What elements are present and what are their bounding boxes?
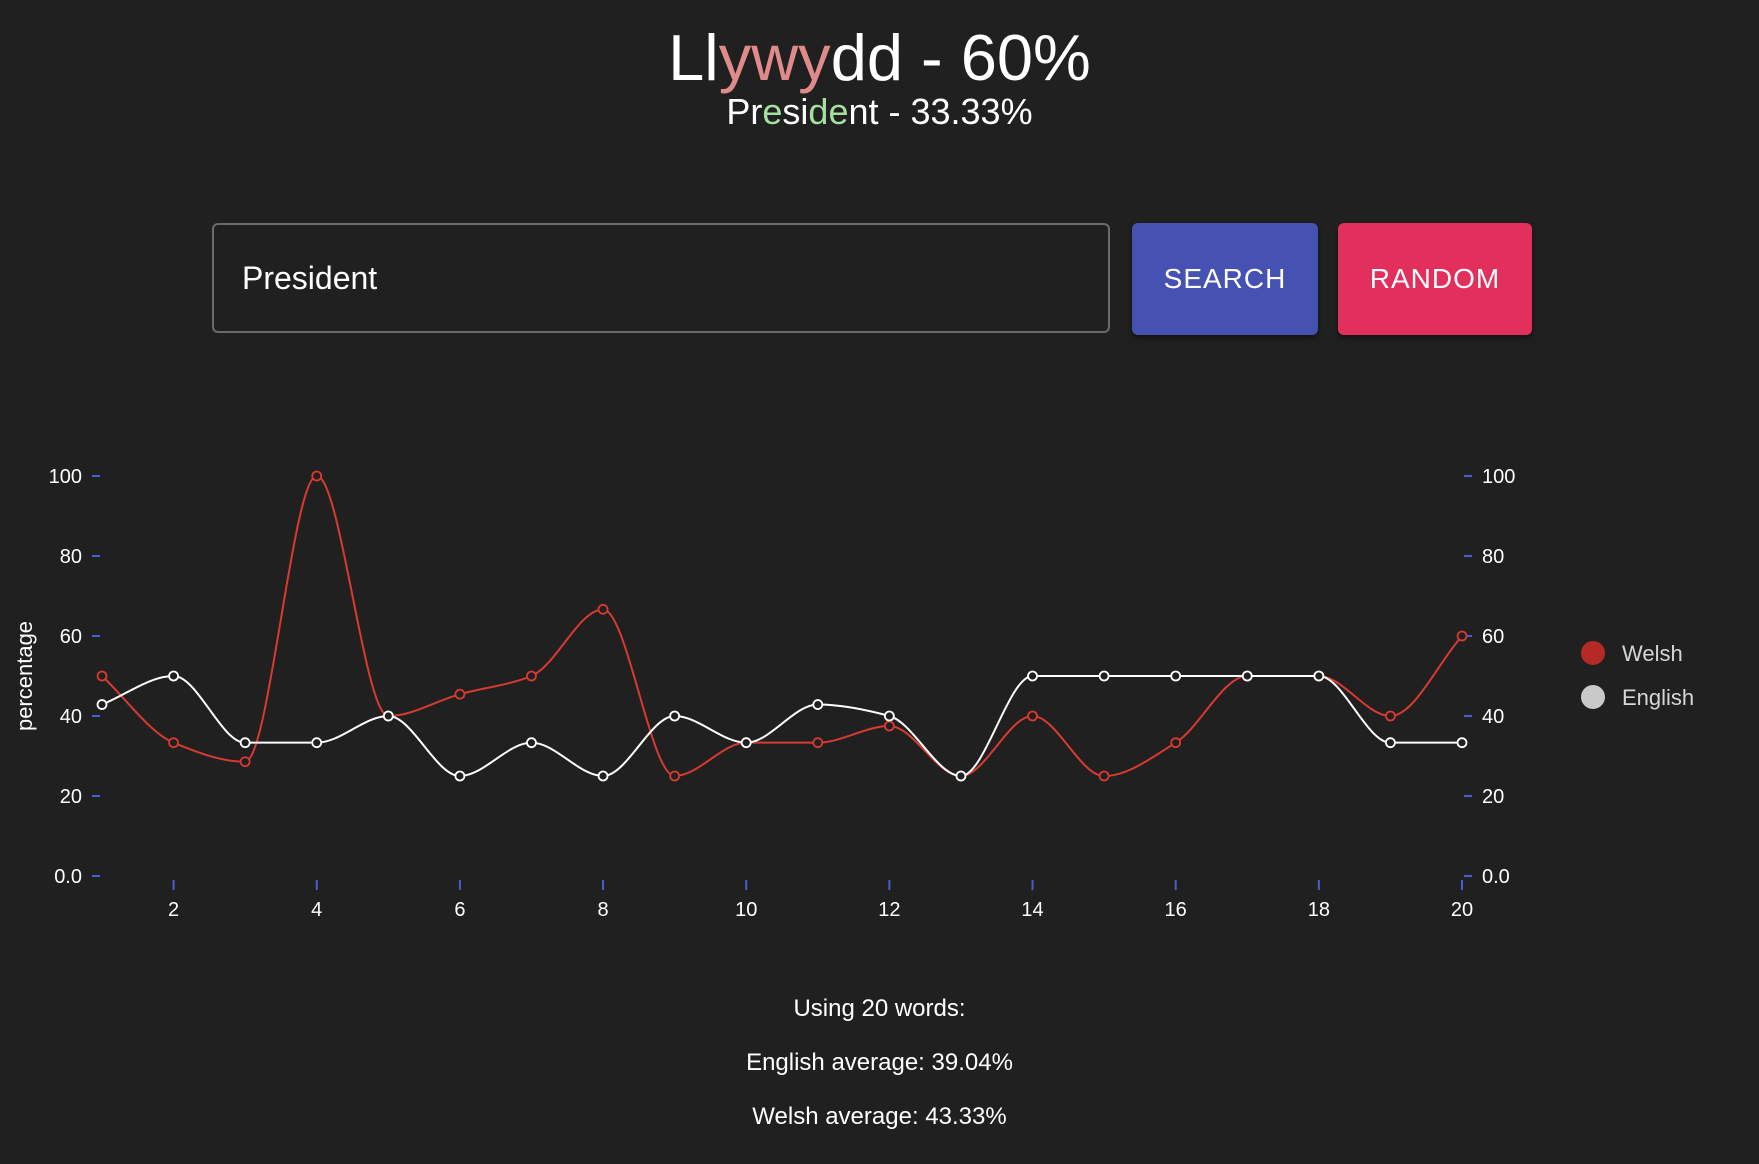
y-tick-label-left: 100 — [49, 466, 82, 488]
welsh-word-segment-highlighted: ywy — [718, 21, 831, 94]
english-average-text: English average: 39.04% — [746, 1049, 1013, 1076]
y-tick-label-right: 60 — [1482, 626, 1504, 648]
x-tick-label: 12 — [878, 899, 900, 921]
english-legend-marker — [1581, 685, 1605, 709]
x-tick-label: 16 — [1165, 899, 1187, 921]
english-data-point — [526, 737, 537, 749]
y-tick-label-right: 100 — [1482, 466, 1515, 488]
y-tick-label-right: 20 — [1482, 786, 1504, 808]
english-word-heading: President - 33.33% — [0, 90, 1759, 134]
english-data-point — [597, 770, 609, 782]
random-button[interactable]: RANDOM — [1338, 223, 1532, 335]
english-data-point — [1385, 737, 1396, 749]
welsh-data-point — [239, 756, 251, 768]
english-data-point — [311, 737, 323, 749]
english-data-point — [454, 770, 466, 782]
stats-summary: Using 20 words: English average: 39.04% … — [0, 995, 1759, 1157]
english-word-segment: si — [782, 91, 809, 132]
welsh-data-point — [883, 720, 895, 732]
english-data-point — [669, 710, 681, 722]
english-data-point — [382, 710, 394, 722]
welsh-word-segment: dd - 60% — [830, 21, 1091, 94]
y-tick-label-left: 80 — [60, 546, 82, 568]
english-data-point — [1098, 670, 1110, 682]
x-tick-label: 10 — [735, 899, 757, 921]
welsh-data-point — [311, 470, 323, 482]
welsh-data-point — [1098, 770, 1110, 782]
search-button[interactable]: SEARCH — [1132, 223, 1318, 335]
y-tick-label-right: 0.0 — [1482, 866, 1510, 888]
welsh-data-point — [597, 603, 609, 615]
english-series-line — [101, 674, 1462, 778]
x-tick-label: 20 — [1451, 899, 1473, 921]
english-data-point — [812, 699, 824, 710]
english-data-point — [1456, 737, 1468, 749]
y-tick-label-left: 60 — [60, 626, 82, 648]
welsh-average-text: Welsh average: 43.33% — [752, 1103, 1007, 1130]
english-data-point — [955, 770, 967, 782]
welsh-legend-marker — [1581, 641, 1605, 665]
english-data-point — [883, 710, 895, 722]
english-data-point — [168, 670, 179, 682]
welsh-data-point — [1456, 630, 1468, 642]
english-data-point — [1170, 670, 1182, 682]
english-data-point — [1241, 670, 1253, 682]
welsh-data-point — [96, 670, 108, 682]
welsh-data-point — [1385, 710, 1396, 722]
english-word-segment-highlighted: de — [808, 91, 849, 132]
x-tick-label: 6 — [454, 899, 465, 921]
x-tick-label: 4 — [311, 899, 322, 921]
welsh-data-point — [454, 688, 466, 700]
english-data-point — [239, 737, 251, 749]
x-tick-label: 18 — [1308, 899, 1330, 921]
x-tick-label: 8 — [597, 899, 608, 921]
english-word-segment-highlighted: e — [762, 91, 783, 132]
welsh-data-point — [669, 770, 681, 782]
line-chart: 0.0 0.0 20 20 40 40 60 60 80 80 100 100 2 4 6 8 10 12 14 16… — [12, 466, 1694, 921]
english-data-point — [1313, 670, 1325, 682]
x-tick-label: 14 — [1021, 899, 1043, 921]
welsh-data-point — [1170, 737, 1182, 749]
y-tick-label-right: 80 — [1482, 546, 1504, 568]
english-legend-label: English — [1622, 685, 1694, 710]
welsh-data-point — [168, 737, 179, 749]
english-word-segment: nt - 33.33% — [848, 91, 1033, 132]
welsh-data-point — [1027, 710, 1038, 722]
welsh-data-point — [812, 737, 824, 749]
welsh-series-line — [101, 474, 1463, 778]
english-data-point — [96, 699, 108, 710]
welsh-legend-label: Welsh — [1622, 641, 1683, 666]
y-axis-label: percentage — [12, 621, 37, 731]
word-count-text: Using 20 words: — [793, 995, 966, 1022]
y-tick-label-left: 20 — [60, 786, 82, 808]
y-tick-label-right: 40 — [1482, 706, 1504, 728]
english-data-point — [740, 737, 752, 749]
welsh-word-segment: Ll — [668, 21, 719, 94]
welsh-word-heading: Llywydd - 60% — [0, 18, 1759, 98]
y-tick-label-left: 40 — [60, 706, 82, 728]
english-word-segment: Pr — [726, 91, 763, 132]
search-input[interactable] — [212, 223, 1110, 333]
y-tick-label-left: 0.0 — [54, 866, 82, 888]
english-data-point — [1027, 670, 1038, 682]
welsh-data-point — [526, 670, 537, 682]
x-tick-label: 2 — [168, 899, 179, 921]
